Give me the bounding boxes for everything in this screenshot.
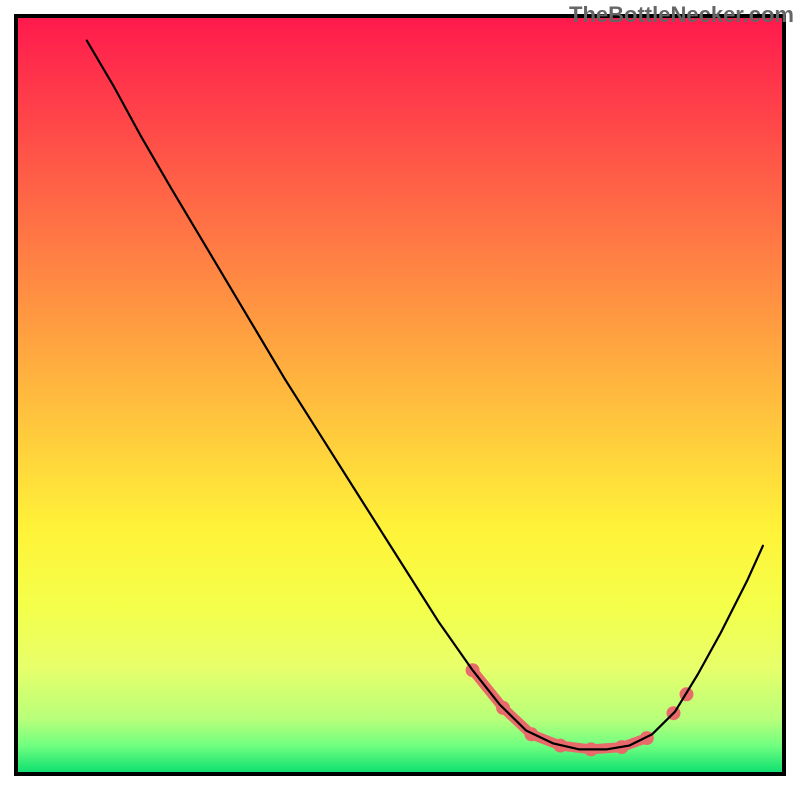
chart-container: TheBottleNecker.com bbox=[0, 0, 800, 800]
watermark-text: TheBottleNecker.com bbox=[569, 2, 794, 28]
bottleneck-chart bbox=[0, 0, 800, 800]
gradient-background bbox=[18, 18, 782, 772]
